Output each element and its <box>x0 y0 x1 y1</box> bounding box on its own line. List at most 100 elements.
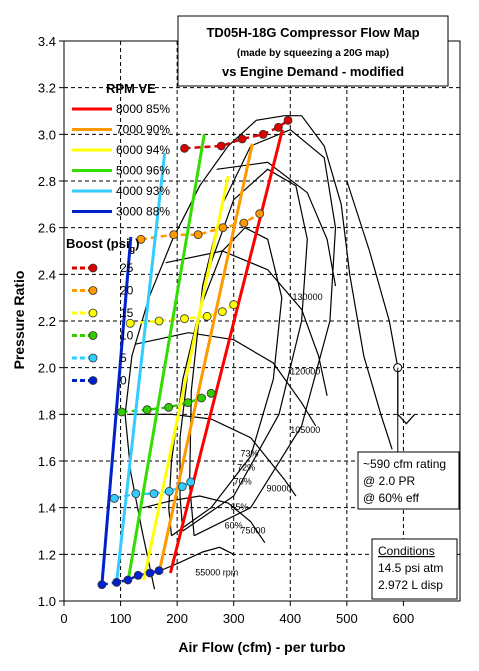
rating-box <box>357 451 460 510</box>
y-tick-label: 1.4 <box>38 501 56 516</box>
rating-line-2: @ 2.0 PR <box>363 474 416 488</box>
y-tick-label: 3.2 <box>38 81 56 96</box>
rpm-legend-label: 6000 94% <box>116 143 170 157</box>
boost-line-25psi <box>184 119 289 150</box>
map-label-eff-73: 73% <box>241 448 259 458</box>
x-tick-label: 100 <box>110 611 132 626</box>
boost-point-20psi <box>255 209 265 219</box>
y-tick-label: 1.6 <box>38 454 56 469</box>
y-tick-label: 3.4 <box>38 34 56 49</box>
rpm-line-8000 <box>168 129 284 574</box>
x-tick-label: 400 <box>279 611 301 626</box>
efficiency-island <box>179 168 308 532</box>
x-tick-label: 200 <box>166 611 188 626</box>
boost-point-10psi <box>197 393 206 403</box>
rpm-line-5000 <box>126 134 206 583</box>
boost-point-5psi <box>177 482 187 492</box>
boost-legend: Boost (psig) 25 20 15 10 5 0 <box>66 236 139 388</box>
speed-line <box>134 332 317 427</box>
conditions-box <box>371 538 458 600</box>
surge-line <box>124 115 302 590</box>
rpm-line-6000 <box>142 175 230 581</box>
y-tick-label: 1.0 <box>38 594 56 609</box>
boost-point-20psi <box>239 218 249 228</box>
boost-legend-marker <box>88 376 98 385</box>
efficiency-island <box>188 129 337 537</box>
boost-point-20psi <box>193 230 203 240</box>
y-tick-label: 1.8 <box>38 407 56 422</box>
rpm-lines <box>100 129 284 585</box>
boost-point-15psi <box>202 311 212 321</box>
boost-point-0psi <box>133 570 143 580</box>
chart-title: TD05H-18G Compressor Flow Map <box>206 25 419 40</box>
rating-line-3: @ 60% eff <box>363 491 420 505</box>
boost-point-0psi <box>145 568 155 578</box>
boost-legend-header: Boost (psig) <box>66 236 139 254</box>
boost-legend-marker <box>88 286 98 295</box>
boost-point-0psi <box>154 566 164 576</box>
map-label-speed-120000: 120000 <box>290 367 320 377</box>
boost-legend-label: 20 <box>120 284 134 298</box>
data-points <box>97 115 293 590</box>
speed-line <box>154 546 234 574</box>
boost-point-15psi <box>154 316 164 326</box>
boost-point-25psi <box>283 115 293 125</box>
chart-subtitle-2: vs Engine Demand - modified <box>222 64 404 79</box>
boost-point-20psi <box>136 234 146 244</box>
rpm-legend-header: RPM VE <box>106 81 156 96</box>
boost-legend-marker <box>88 308 98 318</box>
speed-line <box>143 495 266 544</box>
boost-point-0psi <box>97 580 107 590</box>
y-tick-label: 2.0 <box>38 361 56 376</box>
boost-legend-marker <box>88 331 98 340</box>
x-tick-label: 0 <box>60 611 67 626</box>
speed-line <box>301 115 393 450</box>
y-tick-label: 2.2 <box>38 314 56 329</box>
rpm-line-3000 <box>100 236 133 585</box>
rpm-legend-label: 7000 90% <box>116 123 170 137</box>
boost-legend-label: 0 <box>120 374 127 388</box>
chart-subtitle: (made by squeezing a 20G map) <box>237 48 389 59</box>
rpm-line-7000 <box>157 143 254 574</box>
compressor-map-contours: 55000 rpm 75000 90000 105000 120000 130000 60%… <box>124 115 416 590</box>
boost-point-5psi <box>186 477 196 487</box>
title-box <box>177 15 449 87</box>
x-tick-label: 500 <box>336 611 358 626</box>
x-tick-label: 600 <box>393 611 415 626</box>
x-tick-label: 300 <box>223 611 245 626</box>
boost-point-10psi <box>117 407 127 417</box>
boost-point-10psi <box>206 388 216 398</box>
map-label-eff-72: 72% <box>237 462 255 472</box>
map-label-speed-105000: 105000 <box>290 425 320 435</box>
boost-point-20psi <box>169 230 179 240</box>
conditions-header: Conditions <box>378 544 435 558</box>
conditions-line-1: 14.5 psi atm <box>378 561 443 575</box>
boost-point-25psi <box>216 141 226 151</box>
map-label-speed-130000: 130000 <box>293 292 323 302</box>
boost-legend-label: 25 <box>120 261 134 275</box>
map-label-eff-65: 65% <box>230 502 248 512</box>
map-label-speed-90000: 90000 <box>267 483 292 493</box>
boost-point-5psi <box>149 489 159 499</box>
boost-point-20psi <box>218 223 228 233</box>
boost-legend-marker <box>88 353 98 363</box>
efficiency-island <box>168 226 283 537</box>
boost-point-25psi <box>274 122 283 132</box>
rpm-legend-label: 5000 96% <box>116 164 170 178</box>
boost-point-25psi <box>237 134 247 144</box>
speed-line <box>216 161 337 287</box>
boost-legend-label: 10 <box>120 329 134 343</box>
boost-point-5psi <box>164 486 174 496</box>
boost-point-10psi <box>164 402 174 412</box>
boost-point-10psi <box>142 405 152 415</box>
y-tick-label: 3.0 <box>38 127 56 142</box>
boost-line-20psi <box>140 212 261 241</box>
boost-point-10psi <box>183 398 193 408</box>
map-label-eff-70: 70% <box>234 476 252 486</box>
conditions-line-2: 2.972 L disp <box>378 578 443 592</box>
axis-ticks: 0 100 200 300 400 500 6001.01.21.41.61.82.02.2… <box>38 34 414 626</box>
y-axis-title: Pressure Ratio <box>11 271 27 370</box>
boost-point-15psi <box>217 307 227 317</box>
boost-point-15psi <box>180 314 189 324</box>
